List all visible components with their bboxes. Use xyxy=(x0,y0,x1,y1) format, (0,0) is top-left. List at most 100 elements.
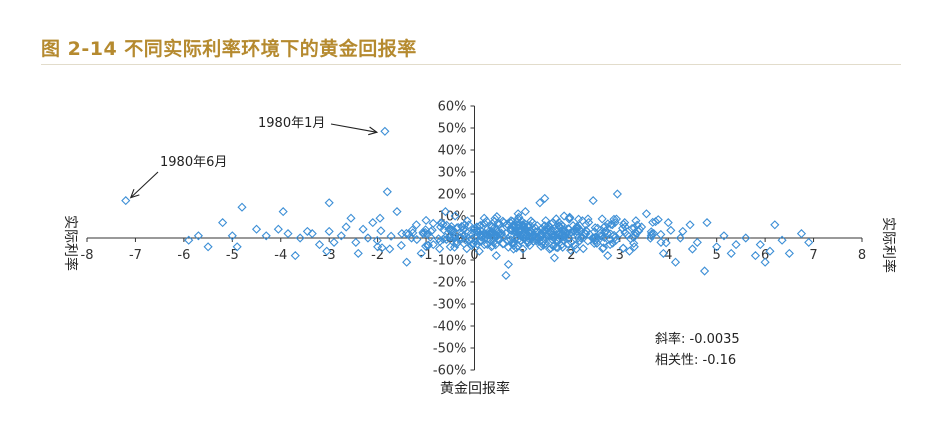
data-point xyxy=(416,248,426,258)
annotation-arrow-1980-jan-head xyxy=(368,126,379,136)
x-tick-label: -5 xyxy=(226,248,239,263)
data-point xyxy=(648,217,658,227)
data-point xyxy=(492,231,502,241)
data-point xyxy=(396,240,406,251)
data-point xyxy=(530,233,540,243)
data-point xyxy=(324,226,334,236)
data-point xyxy=(523,221,533,231)
x-axis-label-left: 实际利率 xyxy=(62,215,79,271)
data-point xyxy=(506,225,516,235)
data-point xyxy=(578,244,588,254)
data-point xyxy=(302,226,312,236)
data-point xyxy=(547,234,557,245)
data-point xyxy=(184,235,194,245)
data-point xyxy=(307,229,317,239)
data-point xyxy=(428,218,438,228)
data-point xyxy=(629,223,639,233)
data-point xyxy=(760,257,770,267)
data-point xyxy=(446,225,457,235)
data-point xyxy=(583,214,593,224)
y-tick-label: 40% xyxy=(438,144,467,159)
data-point xyxy=(377,243,387,253)
data-point xyxy=(408,228,418,238)
data-point xyxy=(273,224,283,234)
data-point xyxy=(421,241,431,251)
data-point xyxy=(475,230,485,240)
data-point xyxy=(577,232,587,242)
data-point xyxy=(423,240,433,251)
data-point xyxy=(469,224,479,235)
x-tick-label: 0 xyxy=(470,248,478,263)
data-point xyxy=(554,217,564,227)
data-point xyxy=(624,246,635,256)
data-point xyxy=(546,219,556,229)
data-point xyxy=(382,187,392,197)
data-point xyxy=(375,213,385,223)
data-point xyxy=(515,230,525,241)
data-point xyxy=(351,237,361,247)
data-point xyxy=(489,237,499,247)
data-point xyxy=(610,233,620,243)
data-point xyxy=(418,229,428,239)
data-point xyxy=(559,211,569,221)
data-point xyxy=(658,248,668,258)
data-point xyxy=(675,233,685,243)
data-point xyxy=(380,126,390,136)
data-point xyxy=(599,228,610,238)
data-point xyxy=(448,233,458,243)
y-axis-label: 黄金回报率 xyxy=(440,380,510,397)
data-point xyxy=(314,240,325,250)
data-point xyxy=(479,240,489,250)
data-point xyxy=(618,243,628,253)
data-point xyxy=(692,237,702,247)
data-point xyxy=(412,234,422,245)
data-point xyxy=(598,243,609,253)
x-tick-label: 5 xyxy=(713,248,721,263)
chart-labels: 实际利率 实际利率 黄金回报率 斜率: -0.0035 相关性: -0.16 1… xyxy=(62,116,897,397)
data-point xyxy=(597,231,607,241)
data-point xyxy=(406,233,417,243)
data-point xyxy=(436,218,446,228)
slope-stat: 斜率: -0.0035 xyxy=(655,331,740,347)
data-point xyxy=(545,226,556,236)
data-point xyxy=(203,242,213,252)
y-tick-label: 30% xyxy=(438,166,467,181)
data-point xyxy=(491,251,501,261)
data-point xyxy=(487,222,497,232)
data-point xyxy=(547,230,557,240)
data-point xyxy=(501,228,511,238)
data-point xyxy=(329,237,339,247)
y-tick-label: -10% xyxy=(433,254,467,269)
data-point xyxy=(421,215,431,225)
x-tick-label: 2 xyxy=(567,248,575,263)
data-point xyxy=(784,248,794,258)
data-point xyxy=(597,214,607,224)
chart-axes: -8 -7 -6 -5 -4 -3 -2 -1 0 1 2 3 4 5 6 7 860%50%40%30%20%… xyxy=(81,100,867,379)
data-point xyxy=(418,227,428,237)
data-point xyxy=(589,238,599,249)
data-point xyxy=(678,226,688,236)
data-point xyxy=(401,228,412,239)
data-point xyxy=(498,238,508,248)
correlation-stat: 相关性: -0.16 xyxy=(655,353,736,368)
x-tick-label: -4 xyxy=(274,248,287,263)
annotation-1980-jan: 1980年1月 xyxy=(258,116,325,131)
data-point xyxy=(620,228,630,238)
data-point xyxy=(647,229,657,239)
x-tick-label: -3 xyxy=(323,248,336,263)
data-point xyxy=(392,207,402,217)
data-point xyxy=(467,234,477,244)
data-point xyxy=(719,231,729,241)
data-point xyxy=(493,218,503,228)
data-point xyxy=(451,239,462,249)
data-point xyxy=(546,243,556,253)
annotation-1980-jun: 1980年6月 xyxy=(160,155,227,170)
data-point xyxy=(572,226,582,236)
data-point xyxy=(346,213,356,223)
data-point xyxy=(438,219,448,229)
annotation-arrow-1980-jun xyxy=(130,171,159,199)
data-point xyxy=(612,189,622,199)
annotation-arrow-1980-jan xyxy=(330,123,377,133)
data-point xyxy=(712,242,722,252)
